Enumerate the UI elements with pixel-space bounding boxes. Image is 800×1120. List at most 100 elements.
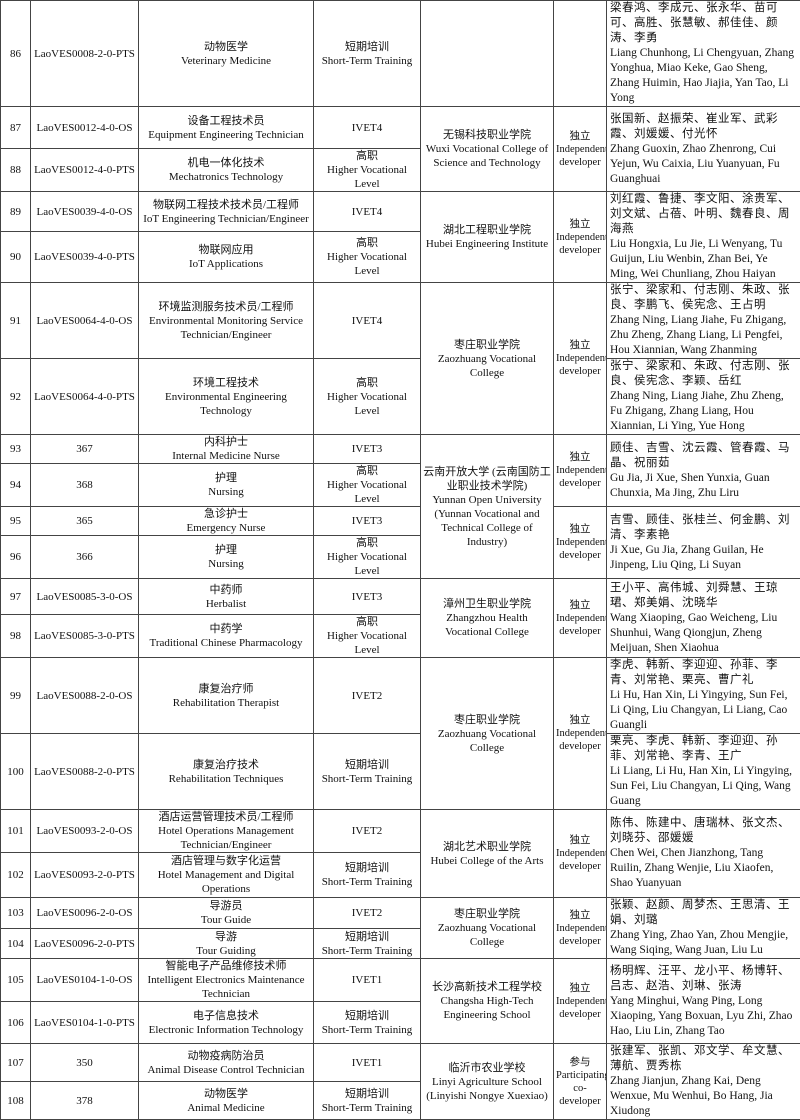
- program-name-zh: 动物疫病防治员: [141, 1049, 311, 1063]
- program-name-zh: 酒店运营管理技术员/工程师: [141, 810, 311, 824]
- program-code: LaoVES0096-2-0-PTS: [33, 937, 136, 951]
- program-name-zh: 康复治疗技术: [141, 758, 311, 772]
- level-cell: IVET3: [314, 507, 421, 536]
- row-number-cell: 102: [1, 853, 31, 898]
- role-en: Independent developer: [556, 231, 604, 257]
- program-name-zh: 康复治疗师: [141, 682, 311, 696]
- program-code: 366: [33, 550, 136, 564]
- row-number: 100: [3, 765, 28, 779]
- institution-en: Zaozhuang Vocational College: [423, 727, 551, 755]
- developers-en: Zhang Guoxin, Zhao Zhenrong, Cui Yejun, …: [610, 142, 797, 187]
- program-name-en: Nursing: [141, 557, 311, 571]
- developers-zh: 张建军、张凯、邓文学、牟文慧、薄航、贾秀栋: [610, 1044, 797, 1074]
- row-number: 96: [3, 550, 28, 564]
- program-name-en: Hotel Management and Digital Operations: [141, 868, 311, 896]
- developers-zh: 栗亮、李虎、韩新、李迎迎、孙菲、刘常艳、李青、王广: [610, 734, 797, 764]
- program-name-zh: 急诊护士: [141, 507, 311, 521]
- program-name-en: Rehabilitation Therapist: [141, 696, 311, 710]
- program-name-en: Electronic Information Technology: [141, 1023, 311, 1037]
- row-number-cell: 86: [1, 1, 31, 107]
- developers-en: Yang Minghui, Wang Ping, Long Xiaoping, …: [610, 994, 797, 1039]
- program-code: LaoVES0096-2-0-OS: [33, 906, 136, 920]
- institution-zh: 湖北工程职业学院: [423, 223, 551, 237]
- level-en: Short-Term Training: [316, 944, 418, 958]
- level-zh: 高职: [316, 149, 418, 163]
- row-number-cell: 101: [1, 810, 31, 853]
- program-code: LaoVES0064-4-0-OS: [33, 314, 136, 328]
- program-name-zh: 设备工程技术员: [141, 114, 311, 128]
- role-en: Independent developer: [556, 612, 604, 638]
- program-code: LaoVES0093-2-0-OS: [33, 824, 136, 838]
- developers-en: Liu Hongxia, Lu Jie, Li Wenyang, Tu Guij…: [610, 237, 797, 282]
- developers-en: Zhang Ying, Zhao Yan, Zhou Mengjie, Wang…: [610, 928, 797, 958]
- role-en: Independent developer: [556, 536, 604, 562]
- code-cell: LaoVES0064-4-0-PTS: [31, 359, 139, 435]
- code-cell: LaoVES0039-4-0-PTS: [31, 232, 139, 283]
- row-number-cell: 90: [1, 232, 31, 283]
- program-code: 367: [33, 442, 136, 456]
- institution-zh: 无锡科技职业学院: [423, 128, 551, 142]
- code-cell: LaoVES0012-4-0-PTS: [31, 149, 139, 192]
- row-number: 92: [3, 390, 28, 404]
- institution-en: Zhangzhou Health Vocational College: [423, 611, 551, 639]
- code-cell: LaoVES0085-3-0-PTS: [31, 615, 139, 658]
- role-zh: 独立: [556, 909, 604, 922]
- program-name-en: Mechatronics Technology: [141, 170, 311, 184]
- developers-zh: 张宁、梁家和、付志刚、朱政、张良、李鹏飞、侯宪念、王占明: [610, 283, 797, 313]
- role-zh: 独立: [556, 218, 604, 231]
- program-name-zh: 中药师: [141, 583, 311, 597]
- institution-en: Zaozhuang Vocational College: [423, 352, 551, 380]
- role-cell: [554, 1, 607, 107]
- role-en: Independent developer: [556, 847, 604, 873]
- role-en: Independent developer: [556, 143, 604, 169]
- level-cell: IVET2: [314, 898, 421, 929]
- row-number-cell: 88: [1, 149, 31, 192]
- developers-en: Zhang Ning, Liang Jiahe, Zhu Zheng, Fu Z…: [610, 389, 797, 434]
- program-code: LaoVES0039-4-0-OS: [33, 205, 136, 219]
- program-code: 378: [33, 1094, 136, 1108]
- institution-en: Wuxi Vocational College of Science and T…: [423, 142, 551, 170]
- row-number: 107: [3, 1056, 28, 1070]
- role-en: Independent developer: [556, 352, 604, 378]
- institution-cell: 云南开放大学 (云南国防工业职业技术学院)Yunnan Open Univers…: [421, 435, 554, 579]
- program-code: LaoVES0039-4-0-PTS: [33, 250, 136, 264]
- row-number-cell: 92: [1, 359, 31, 435]
- program-name-en: Equipment Engineering Technician: [141, 128, 311, 142]
- program-name-en: Emergency Nurse: [141, 521, 311, 535]
- level-zh: 短期培训: [316, 861, 418, 875]
- institution-zh: 云南开放大学 (云南国防工业职业技术学院): [423, 465, 551, 493]
- program-code: LaoVES0085-3-0-PTS: [33, 629, 136, 643]
- program-name-zh: 导游员: [141, 899, 311, 913]
- row-number-cell: 95: [1, 507, 31, 536]
